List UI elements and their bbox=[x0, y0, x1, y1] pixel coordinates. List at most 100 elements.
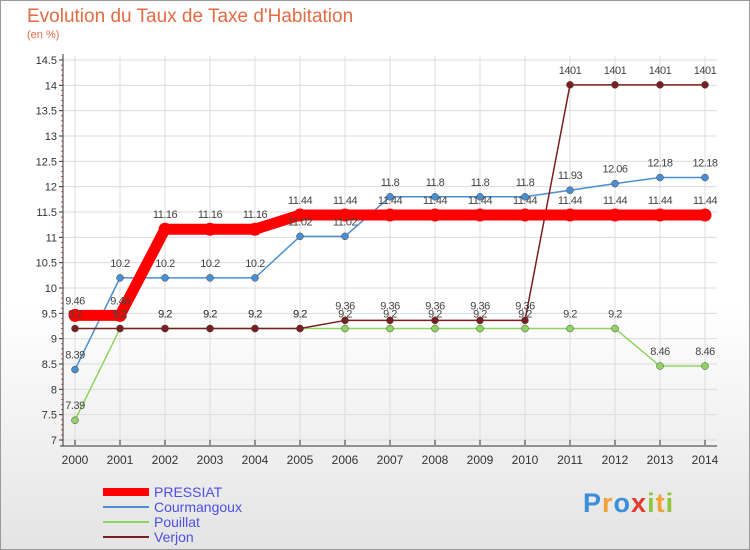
data-point-courmangoux bbox=[116, 274, 124, 282]
data-label: 11.44 bbox=[423, 195, 448, 207]
data-point-verjon bbox=[701, 81, 709, 89]
data-point-pressiat bbox=[563, 208, 577, 222]
data-point-pouillat bbox=[611, 324, 619, 333]
data-label: 9.2 bbox=[248, 309, 262, 321]
data-point-pressiat bbox=[608, 208, 622, 222]
data-label: 9.2 bbox=[293, 309, 307, 321]
data-label: 11.44 bbox=[558, 195, 583, 207]
data-point-courmangoux bbox=[206, 274, 214, 282]
legend-label: PRESSIAT bbox=[154, 484, 223, 500]
y-tick-label: 13 bbox=[45, 131, 57, 143]
data-label: 11.44 bbox=[513, 195, 538, 207]
data-point-verjon bbox=[251, 324, 259, 333]
x-tick-label: 2001 bbox=[107, 453, 134, 467]
data-label: 1401 bbox=[604, 65, 627, 77]
data-label: 11.44 bbox=[468, 195, 493, 207]
data-label: 10.2 bbox=[110, 258, 130, 270]
x-tick-label: 2003 bbox=[197, 453, 224, 467]
data-label: 11.8 bbox=[516, 177, 535, 189]
y-tick-label: 8.5 bbox=[42, 359, 57, 371]
data-point-courmangoux bbox=[611, 179, 619, 188]
data-label: 9.36 bbox=[470, 300, 490, 312]
unit-label: (en %) bbox=[27, 29, 60, 41]
data-label: 1401 bbox=[694, 65, 717, 77]
data-point-courmangoux bbox=[701, 173, 709, 182]
data-point-verjon bbox=[656, 81, 664, 89]
logo-letter: t bbox=[655, 488, 666, 518]
data-point-pressiat bbox=[68, 308, 82, 322]
data-label: 11.16 bbox=[243, 209, 268, 221]
data-point-verjon bbox=[161, 324, 169, 333]
data-label: 9.2 bbox=[113, 309, 127, 321]
data-point-pouillat bbox=[431, 324, 439, 333]
data-label: 11.44 bbox=[288, 195, 313, 207]
legend-label: Courmangoux bbox=[154, 499, 242, 515]
data-point-verjon bbox=[71, 324, 79, 333]
data-label: 11.44 bbox=[378, 195, 403, 207]
x-tick-label: 2014 bbox=[692, 453, 719, 467]
data-point-pressiat bbox=[698, 208, 712, 222]
data-label: 9.2 bbox=[518, 309, 532, 321]
data-point-pressiat bbox=[113, 308, 127, 322]
tick-labels: 7 7.5 8 8.5 9 9.5 10 10.5 11 11.5 12 12.5 13 13.5 14 14… bbox=[36, 55, 719, 467]
data-point-courmangoux bbox=[566, 186, 574, 194]
data-label: 7.39 bbox=[65, 400, 85, 412]
data-label: 11.02 bbox=[288, 216, 313, 228]
data-point-pressiat bbox=[428, 208, 442, 222]
legend-label: Verjon bbox=[154, 529, 194, 545]
x-tick-label: 2002 bbox=[152, 453, 179, 467]
data-point-pouillat bbox=[656, 362, 664, 370]
x-tick-label: 2005 bbox=[287, 453, 314, 467]
data-point-courmangoux bbox=[521, 193, 529, 201]
y-tick-label: 9.5 bbox=[42, 308, 57, 320]
chart-title: Evolution du Taux de Taxe d'Habitation bbox=[27, 6, 354, 27]
legend-label: Pouillat bbox=[154, 514, 200, 530]
data-label: 11.02 bbox=[333, 216, 358, 228]
data-label: 9.2 bbox=[203, 309, 217, 321]
data-point-pouillat bbox=[521, 324, 529, 333]
data-label: 11.44 bbox=[603, 195, 628, 207]
data-point-verjon bbox=[341, 316, 349, 325]
data-label: 9.2 bbox=[158, 309, 172, 321]
data-label: 9.46 bbox=[110, 295, 130, 307]
logo-letter: r bbox=[602, 488, 614, 518]
y-tick-label: 7.5 bbox=[42, 410, 57, 422]
data-point-pressiat bbox=[653, 208, 667, 222]
x-tick-label: 2010 bbox=[512, 453, 539, 467]
data-label: 11.8 bbox=[426, 177, 445, 189]
data-label: 9.2 bbox=[473, 309, 487, 321]
data-label: 8.46 bbox=[650, 346, 670, 358]
data-label: 9.36 bbox=[380, 300, 400, 312]
data-label: 9.36 bbox=[335, 300, 355, 312]
data-point-verjon bbox=[296, 324, 304, 333]
data-label: 11.44 bbox=[333, 195, 358, 207]
x-tick-label: 2011 bbox=[557, 453, 583, 467]
data-label: 12.18 bbox=[647, 158, 672, 170]
data-label: 9.46 bbox=[65, 295, 85, 307]
data-label: 9.2 bbox=[563, 309, 577, 321]
data-label: 11.8 bbox=[381, 177, 400, 189]
logo-letter: x bbox=[631, 488, 648, 518]
x-tick-label: 2013 bbox=[647, 453, 674, 467]
data-label: 11.44 bbox=[693, 195, 718, 207]
data-point-pouillat bbox=[701, 362, 709, 370]
data-point-pressiat bbox=[293, 208, 307, 222]
data-point-courmangoux bbox=[251, 274, 259, 282]
data-label: 8.39 bbox=[65, 350, 85, 362]
data-label: 8.46 bbox=[695, 346, 715, 358]
data-point-pressiat bbox=[473, 208, 487, 222]
y-tick-label: 14 bbox=[45, 80, 57, 92]
data-label: 9.2 bbox=[113, 309, 127, 321]
data-label: 12.18 bbox=[692, 158, 717, 170]
data-label: 9.2 bbox=[248, 309, 262, 321]
logo-letter: i bbox=[647, 488, 656, 518]
logo-letter: i bbox=[665, 488, 675, 518]
y-tick-label: 12 bbox=[45, 182, 57, 194]
data-label: 12.06 bbox=[602, 164, 627, 176]
x-tick-label: 2006 bbox=[332, 453, 359, 467]
data-point-verjon bbox=[566, 81, 574, 89]
data-point-verjon bbox=[206, 324, 214, 333]
data-point-verjon bbox=[521, 316, 529, 325]
